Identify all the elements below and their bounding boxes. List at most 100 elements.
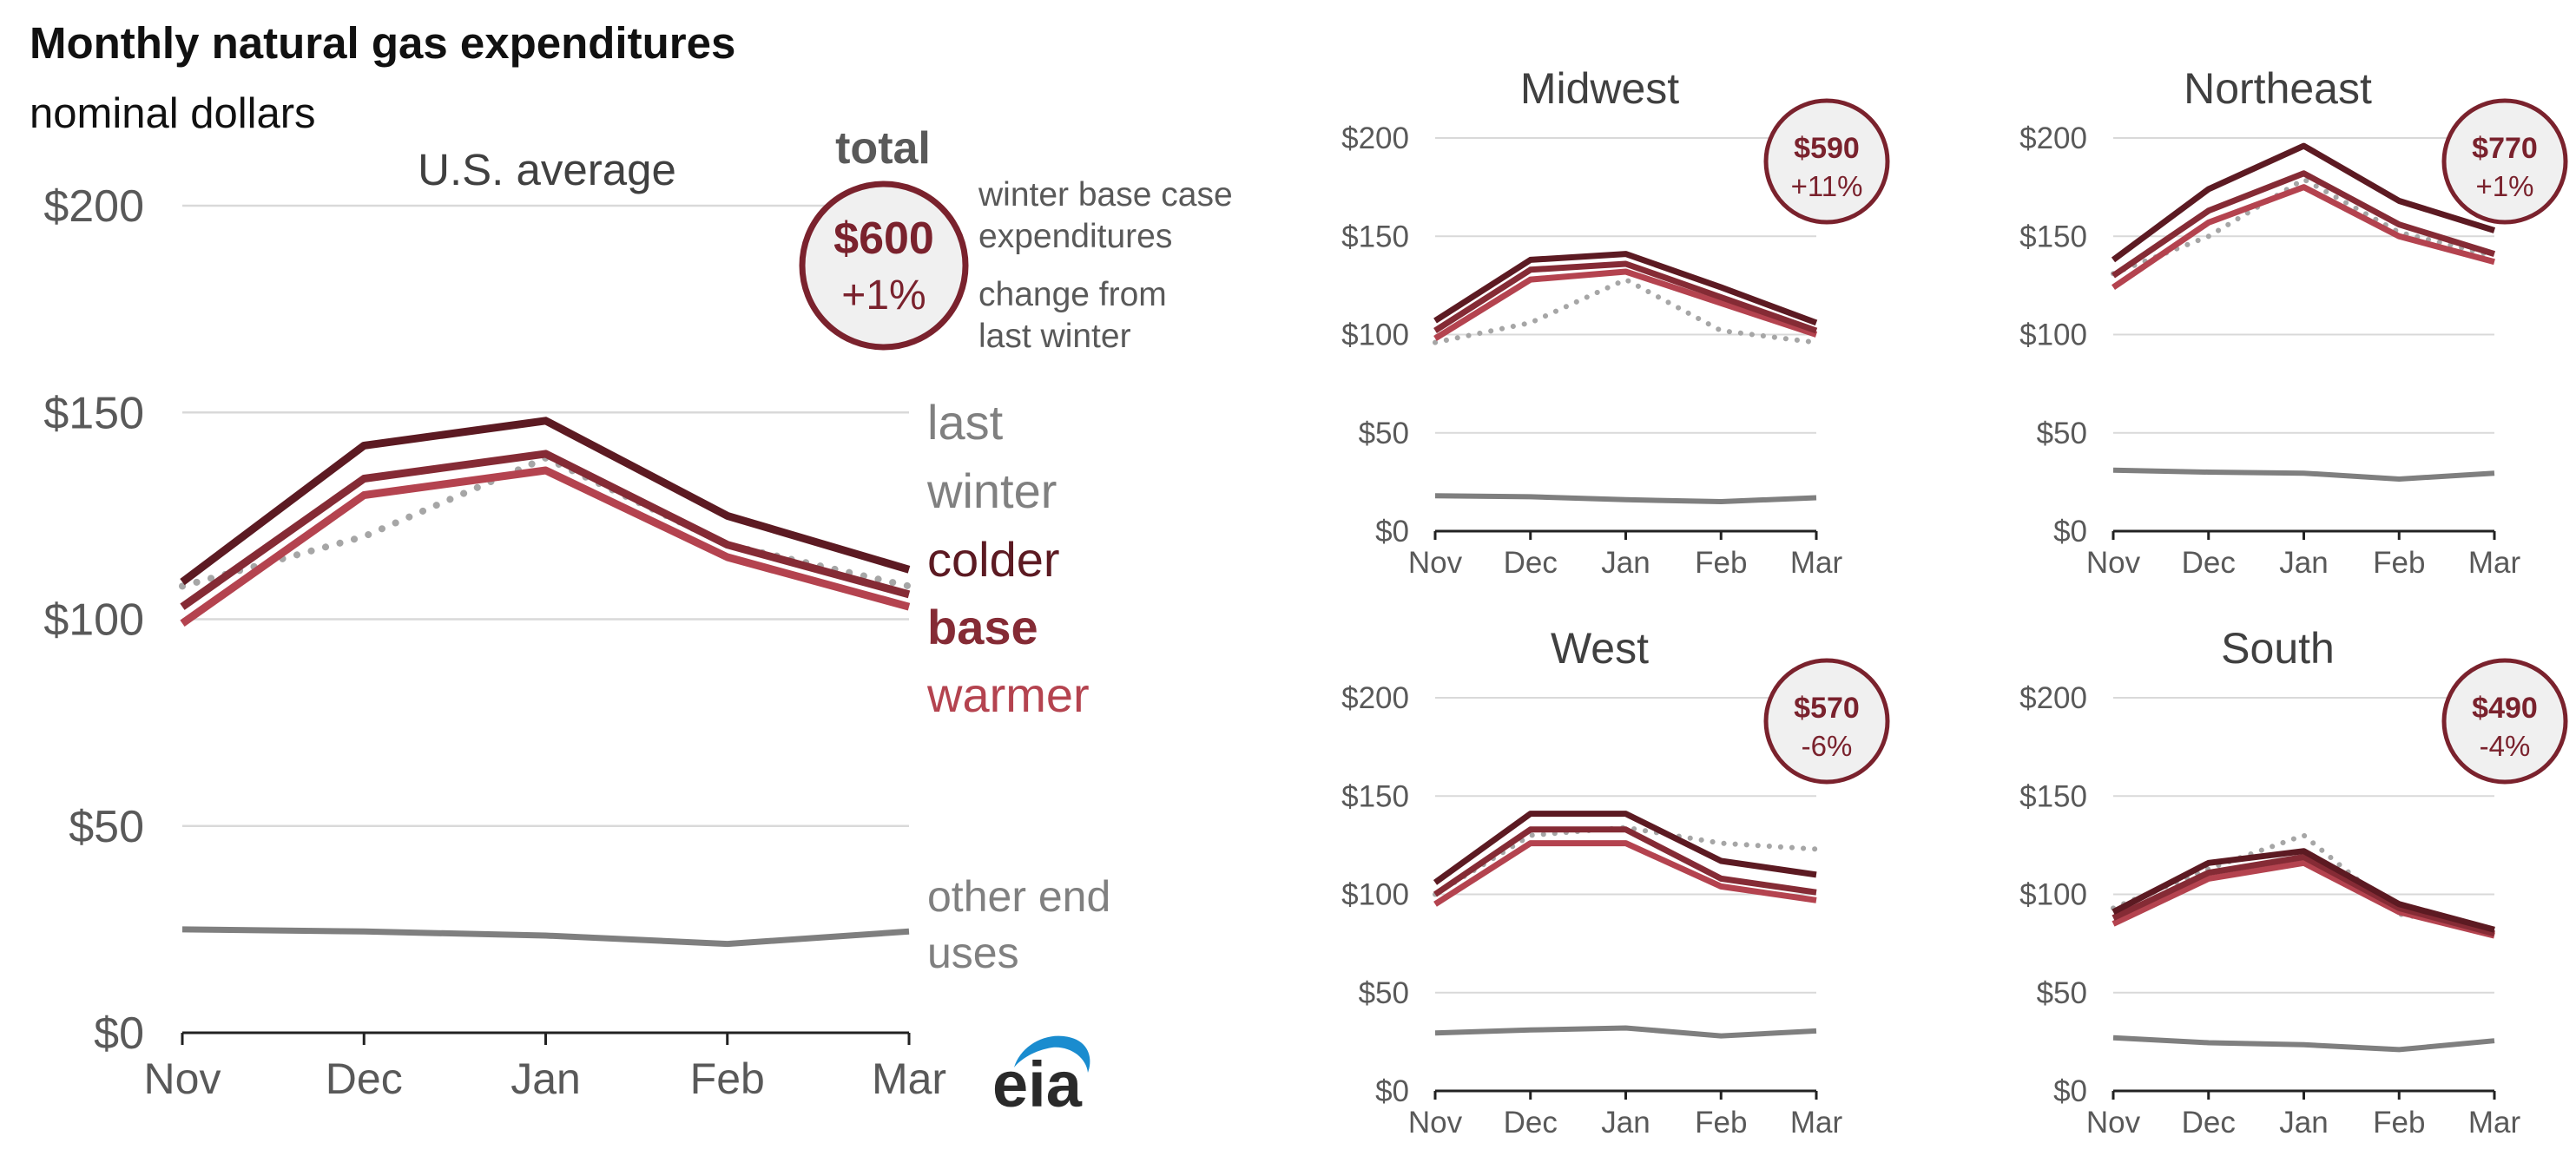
series-line-other [2112,467,2495,482]
legend-base: base [927,600,1038,654]
eia-logo-swoosh-icon [1014,1035,1090,1073]
panel-title: West [1551,624,1649,673]
x-tick-label: Feb [1695,1106,1747,1140]
eia-logo-text: eia [992,1048,1083,1120]
series-line-colder [2112,848,2495,933]
series-line-warmer [2112,859,2495,939]
y-tick-label: $100 [1341,319,1409,352]
series-line-colder [180,417,911,586]
y-tick-label: $200 [1341,681,1409,715]
chart-us-average: $0 $50 $100 $150 $200 Nov Dec Jan Feb Mar U.S. ave… [43,145,946,1103]
legend-circle: $600 +1% [799,181,969,351]
y-tick-label: $150 [1341,220,1409,253]
chart-south: $0 $50 $100 $150 $200 Nov Dec Jan Feb Mar South $49… [2019,624,2568,1140]
x-tick-label: Nov [1408,1106,1463,1140]
badge-circle [2441,98,2568,225]
x-tick-label: Jan [1601,1106,1650,1140]
y-tick-label: $100 [1341,878,1409,912]
x-tick-label: Feb [1695,546,1747,580]
legend-last-winter-line1: last [927,395,1004,450]
badge-value: $770 [2472,132,2538,165]
y-tick-label: $100 [2019,319,2087,352]
y-tick-label: $200 [1341,122,1409,155]
badge-change: +11% [1791,170,1863,202]
series-line-other [2112,1034,2495,1053]
legend-circle-value: $600 [833,213,934,264]
badge-change: -4% [2480,730,2531,762]
series-line-base [1433,260,1818,334]
legend: total $600 +1% winter base case expendit… [799,123,1233,977]
panel-title: Northeast [2184,64,2372,113]
chart-midwest: $0 $50 $100 $150 $200 Nov Dec Jan Feb Mar Midwest $… [1341,64,1890,580]
series-line-colder [2111,142,2496,263]
legend-other-line2: uses [927,929,1019,977]
series-line-base [2112,170,2496,279]
legend-desc-change-line1: change from [978,276,1167,313]
y-tick-label: $0 [94,1008,144,1059]
y-tick-label: $200 [43,181,144,232]
figure-title: Monthly natural gas expenditures [30,18,735,68]
series-line-base [180,450,911,610]
series-line-warmer [1433,268,1818,341]
y-tick-label: $0 [1375,1074,1409,1108]
y-tick-label: $0 [1375,515,1409,548]
y-tick-label: $0 [2053,515,2087,548]
y-tick-label: $100 [43,595,144,646]
chart-northeast: $0 $50 $100 $150 $200 Nov Dec Jan Feb Mar Northeas… [2019,64,2568,580]
legend-circle-change: +1% [841,273,926,319]
badge-value: $590 [1794,132,1860,165]
y-tick-label: $50 [2037,417,2087,450]
y-tick-label: $150 [1341,779,1409,813]
badge-change: -6% [1802,730,1853,762]
legend-warmer: warmer [926,667,1090,722]
series-line-other [1434,1025,1817,1039]
badge-value: $490 [2472,692,2538,725]
x-tick-label: Mar [872,1054,946,1103]
series-line-warmer [180,466,911,627]
panel-title: South [2221,624,2335,673]
y-tick-label: $100 [2019,878,2087,912]
series-line-last-winter [2111,176,2497,277]
badge-circle [1763,98,1890,225]
x-tick-label: Feb [2373,546,2425,580]
y-tick-label: $50 [69,802,144,852]
y-tick-label: $150 [43,388,144,438]
y-tick-label: $50 [2037,976,2087,1010]
figure-subtitle: nominal dollars [30,90,316,137]
series-line-base [1433,826,1817,897]
badge-value: $570 [1794,692,1860,725]
legend-total-label: total [835,123,931,174]
legend-desc-value-line1: winter base case [978,176,1233,213]
legend-desc-value-line2: expenditures [978,218,1172,255]
series-line-warmer [2112,184,2495,290]
series-line-colder [1433,811,1817,885]
y-tick-label: $200 [2019,122,2087,155]
x-tick-label: Dec [2182,546,2236,580]
legend-other-line1: other end [927,872,1110,921]
x-tick-label: Jan [511,1054,581,1103]
x-tick-label: Nov [1408,546,1463,580]
legend-desc-change-line2: last winter [978,318,1131,355]
series-line-warmer [1433,840,1817,907]
y-tick-label: $50 [1359,417,1409,450]
x-tick-label: Nov [2086,546,2141,580]
x-tick-label: Dec [326,1054,403,1103]
y-tick-label: $150 [2019,220,2087,253]
x-tick-label: Feb [2373,1106,2425,1140]
series-line-other [181,926,910,948]
series-line-colder [1433,251,1818,326]
x-tick-label: Mar [2468,546,2521,580]
badge-circle [2441,658,2568,785]
y-tick-label: $200 [2019,681,2087,715]
series-line-base [2112,854,2495,937]
x-tick-label: Mar [1790,546,1843,580]
y-tick-label: $50 [1359,976,1409,1010]
badge-change: +1% [2476,170,2534,202]
x-tick-label: Dec [1504,1106,1558,1140]
x-tick-label: Jan [1601,546,1650,580]
x-tick-label: Dec [1504,546,1558,580]
y-tick-label: $150 [2019,779,2087,813]
chart-west: $0 $50 $100 $150 $200 Nov Dec Jan Feb Mar West $570… [1341,624,1890,1140]
x-tick-label: Mar [1790,1106,1843,1140]
